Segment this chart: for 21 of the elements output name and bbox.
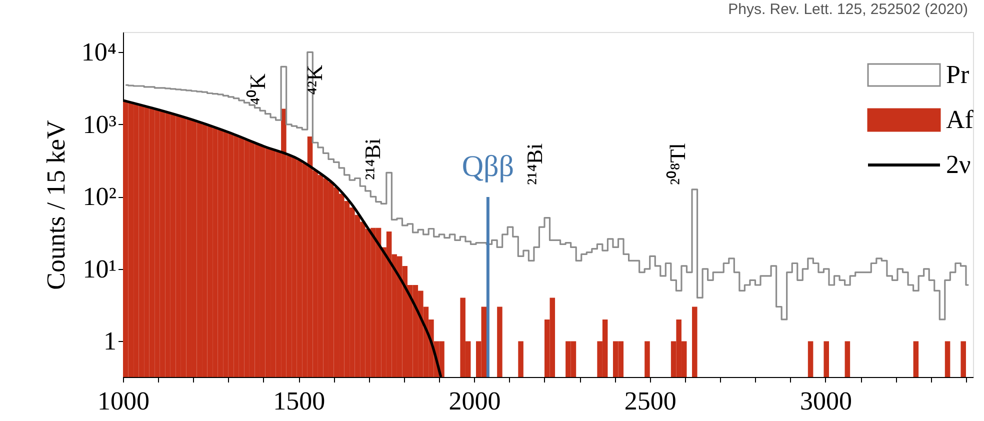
annotation: ⁴⁰K [245, 73, 270, 105]
x-tick-label: 1500 [273, 386, 326, 416]
ref-line-label: Qββ [462, 150, 514, 183]
text: Phys. Rev. Lett. 125, 252502 (2020) [728, 1, 968, 18]
y-tick-label: 10⁴ [81, 38, 116, 67]
legend-label: Pr [946, 60, 970, 89]
legend-label: 2ν [946, 150, 971, 179]
y-tick-label: 10² [82, 182, 117, 212]
annotation: ²⁰⁸Tl [665, 143, 690, 185]
annotation: ²¹⁴Bi [360, 138, 385, 180]
y-axis-title: Counts / 15 keV [41, 120, 70, 290]
y-tick-label: 10³ [82, 110, 117, 139]
annotation: ²¹⁴Bi [522, 143, 547, 185]
y-tick-label: 1 [104, 326, 116, 356]
x-tick-label: 2500 [624, 386, 676, 416]
x-tick-label: 3000 [800, 386, 852, 416]
y-tick-label: 10¹ [82, 254, 116, 284]
annotation: ⁴²K [302, 64, 327, 95]
x-tick-label: 2000 [448, 386, 501, 416]
legend-label: Af [946, 105, 974, 134]
x-tick-label: 1000 [98, 386, 150, 416]
